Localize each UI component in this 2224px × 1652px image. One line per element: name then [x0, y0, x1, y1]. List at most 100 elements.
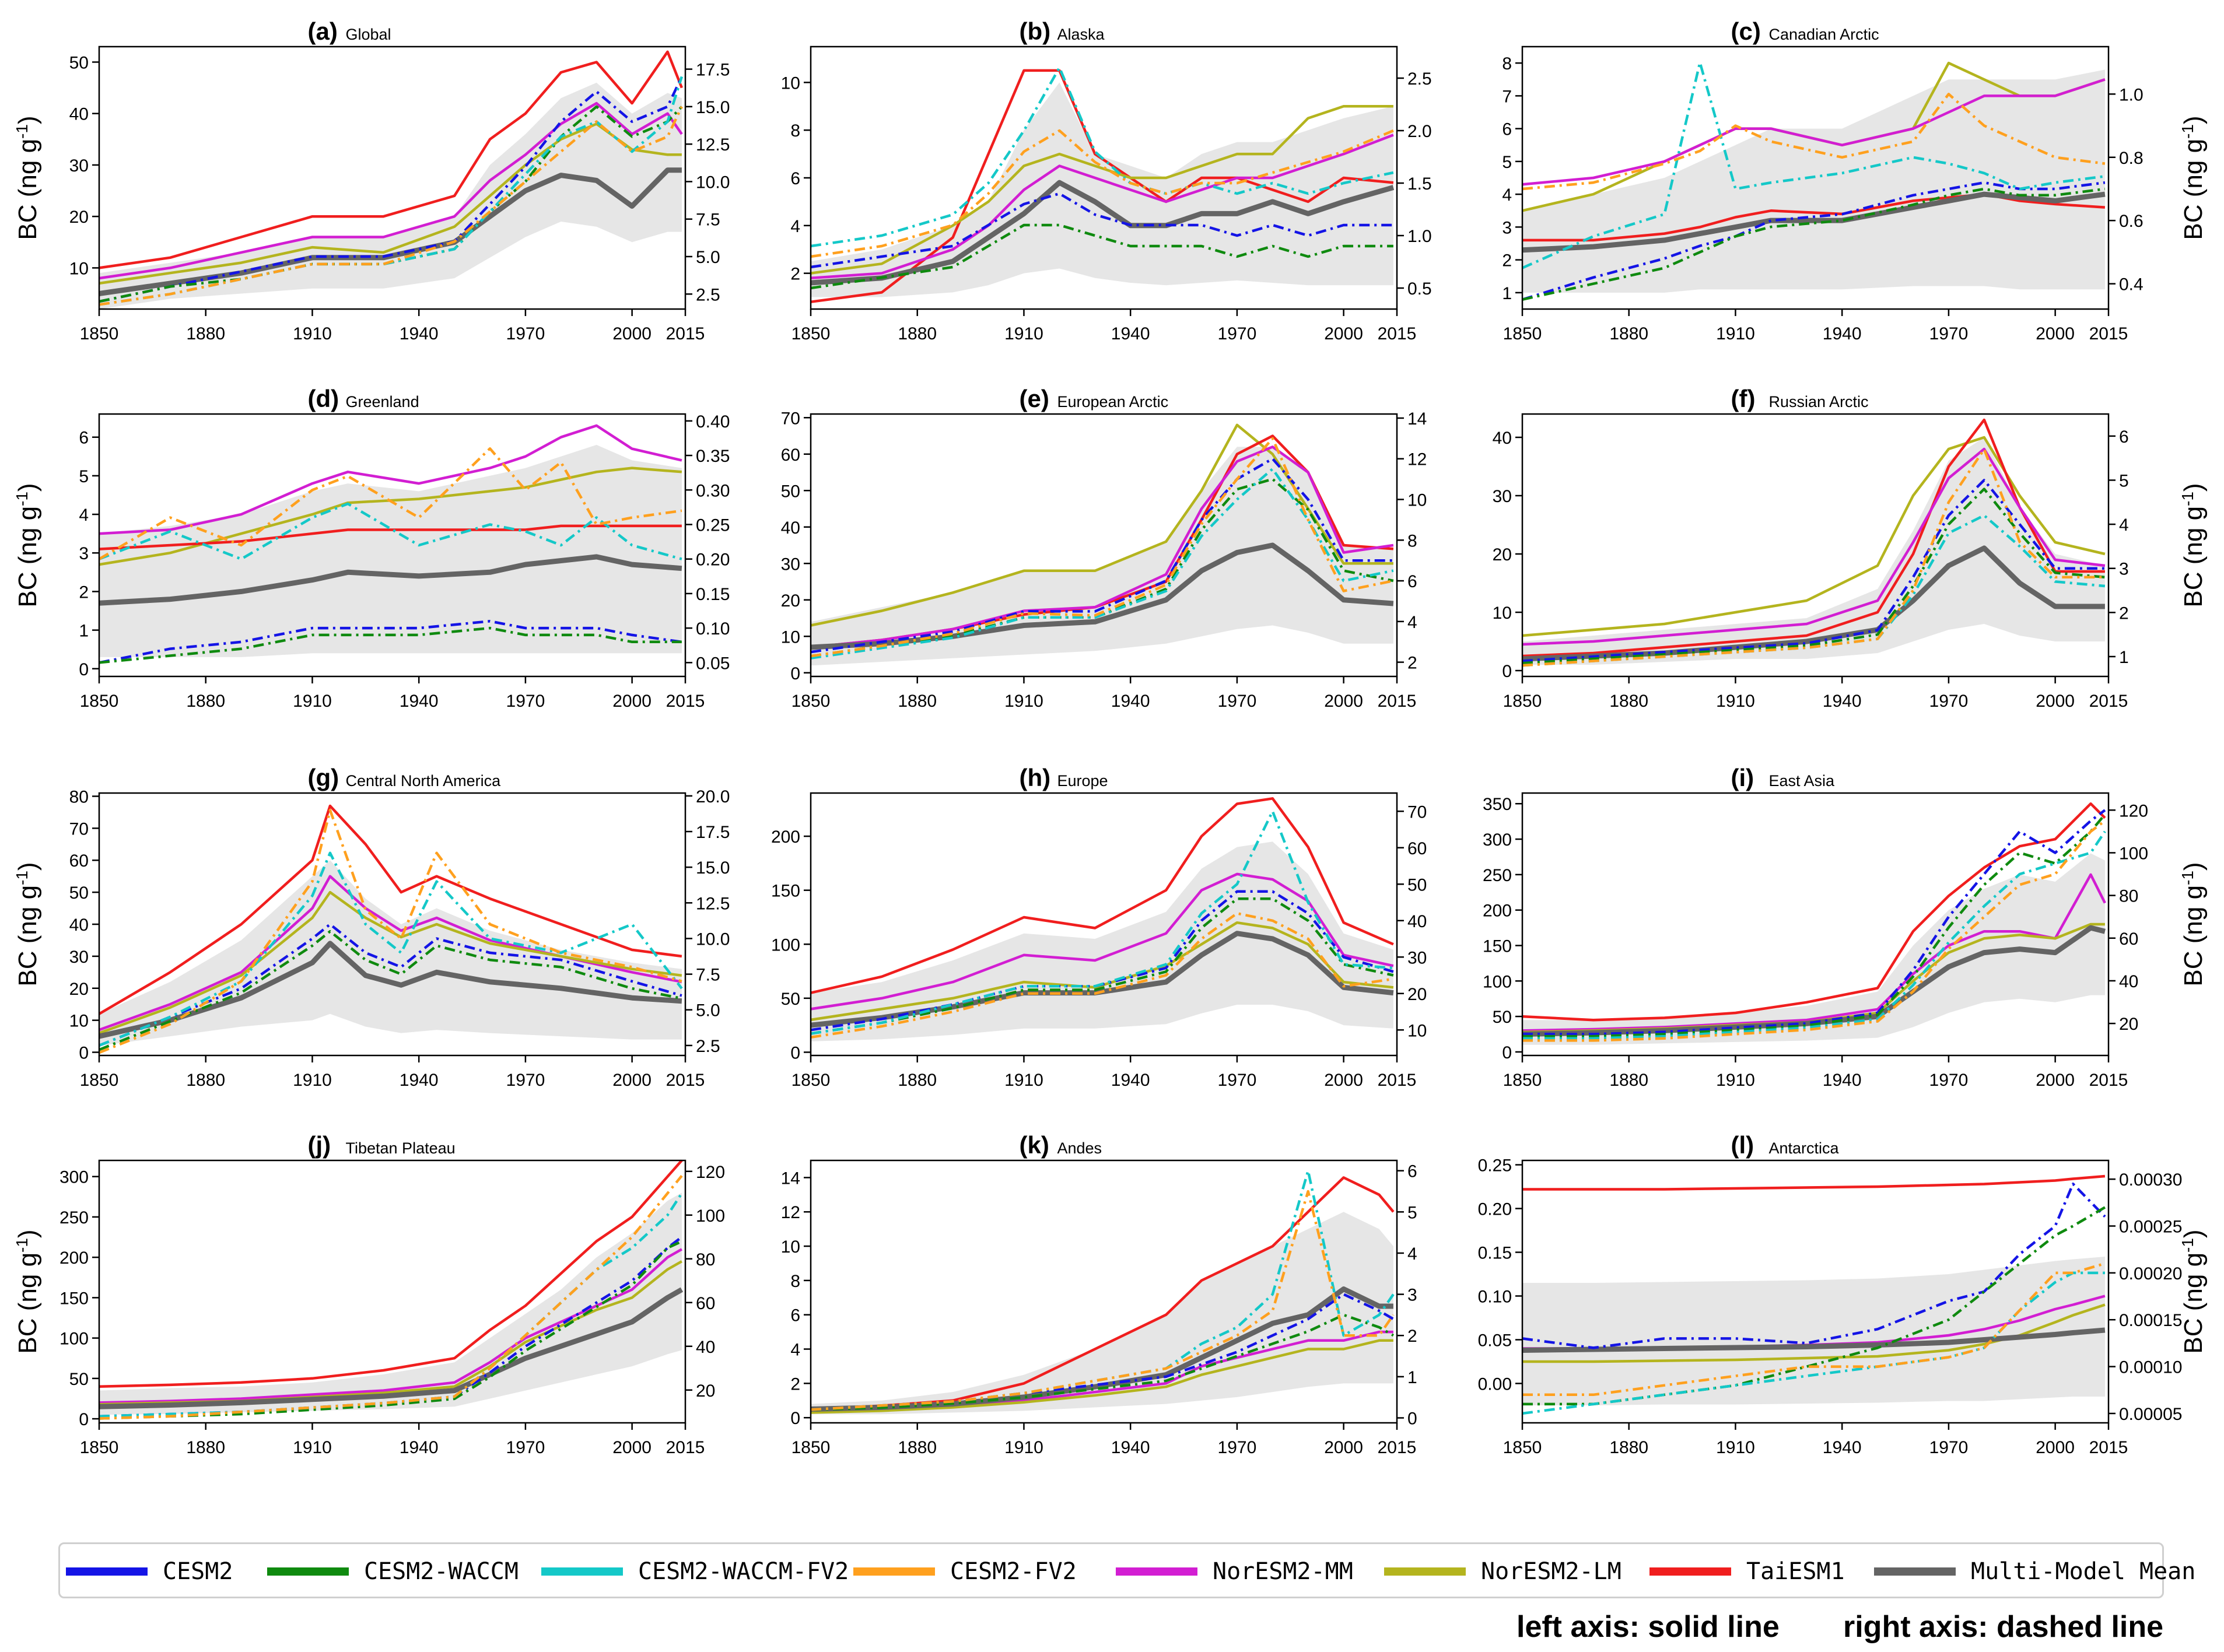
- x-tick-label: 1940: [400, 692, 439, 711]
- spread-band: [1522, 853, 2105, 1045]
- x-tick-label: 2000: [2036, 324, 2075, 343]
- x-tick-label: 1970: [1218, 692, 1257, 711]
- y-tick-label-right: 20: [696, 1381, 715, 1401]
- y-tick-label-right: 10: [1407, 1021, 1427, 1040]
- y-tick-label-left: 0: [1502, 662, 1512, 681]
- series-line-noresm2-mm: [810, 134, 1394, 280]
- y-tick-label-left: 250: [1483, 866, 1512, 885]
- series-line-multi-model mean: [99, 941, 682, 1039]
- panel-f: 1850 1880 1910 1940 1970 2000 2015 0 10 20 30 40 1 2 3…: [1493, 385, 2208, 711]
- y-tick-label-right: 12: [1407, 450, 1427, 469]
- x-tick-label: 1940: [400, 1438, 439, 1457]
- x-tick-label: 1970: [1929, 324, 1969, 343]
- plot-frame: [98, 1159, 687, 1424]
- series-line-cesm2: [810, 457, 1393, 654]
- x-tick-label: 1850: [791, 324, 831, 343]
- plot-frame: [810, 792, 1398, 1057]
- legend-label: CESM2-WACCM-FV2: [638, 1558, 849, 1585]
- x-tick-label: 1910: [1716, 1438, 1755, 1457]
- legend-label: NorESM2-LM: [1481, 1558, 1621, 1585]
- y-tick-label-left: 10: [69, 259, 89, 278]
- series-line-multi-model mean: [99, 167, 682, 296]
- x-tick-label: 1850: [80, 324, 119, 343]
- x-tick-label: 2000: [2036, 1438, 2075, 1457]
- x-tick-label: 1940: [400, 324, 439, 343]
- series-line-noresm2-mm: [810, 872, 1394, 1011]
- legend-label: CESM2: [163, 1558, 233, 1585]
- spread-band: [99, 860, 682, 1046]
- spread-band: [811, 841, 1393, 1041]
- x-tick-label: 1970: [1929, 1071, 1969, 1090]
- y-tick-label-right: 5.0: [696, 1001, 720, 1020]
- series-line-cesm2-fv2: [810, 437, 1394, 658]
- panel-a: 1850 1880 1910 1940 1970 2000 2015 10 20 30 40 50 2.…: [13, 17, 730, 343]
- y-tick-label-right: 20.0: [696, 787, 730, 806]
- y-tick-label-right: 1.0: [2119, 85, 2144, 104]
- y-tick-label-right: 120: [2119, 801, 2148, 820]
- y-tick-label-left: 200: [59, 1248, 89, 1268]
- x-tick-label: 2015: [1378, 1071, 1417, 1090]
- legend-swatch: [1116, 1567, 1197, 1576]
- y-tick-label-right: 7.5: [696, 966, 720, 985]
- legend: CESM2 CESM2-WACCM CESM2-WACCM-FV2 CESM2-…: [58, 1542, 2195, 1598]
- series-line-cesm2-fv2: [1522, 1262, 2106, 1397]
- x-tick-label: 1880: [898, 1438, 937, 1457]
- y-tick-label-left: 50: [69, 1370, 89, 1389]
- y-axis-label: BC (ng g-1): [13, 1229, 43, 1353]
- panel-title: Antarctica: [1769, 1139, 1840, 1157]
- x-tick-label: 1850: [80, 692, 119, 711]
- series-line-cesm2-waccm: [99, 930, 682, 1051]
- y-tick-label-left: 0: [790, 1043, 800, 1062]
- series-line-noresm2-lm: [810, 921, 1394, 1022]
- legend-label: CESM2-WACCM: [364, 1558, 519, 1585]
- y-tick-label-left: 100: [1483, 972, 1512, 991]
- y-tick-label-right: 0.20: [696, 550, 730, 570]
- series-line-cesm2: [1522, 809, 2106, 1036]
- y-tick-label-right: 40: [2119, 972, 2138, 991]
- y-tick-label-right: 0.15: [696, 585, 730, 604]
- series-line-cesm2: [810, 192, 1393, 269]
- y-tick-label-right: 10: [1407, 491, 1427, 510]
- y-tick-label-left: 2: [790, 1374, 800, 1394]
- panel-b: 1850 1880 1910 1940 1970 2000 2015 2 4 6 8 10 0.5 1.0…: [781, 17, 1432, 343]
- y-tick-label-right: 5: [1407, 1203, 1417, 1222]
- y-tick-label-left: 10: [781, 1237, 800, 1257]
- y-tick-label-left: 70: [781, 409, 800, 428]
- x-tick-label: 1940: [1823, 692, 1862, 711]
- x-tick-label: 2015: [666, 1438, 705, 1457]
- y-tick-label-left: 1: [1502, 284, 1512, 303]
- x-tick-label: 1880: [898, 324, 937, 343]
- y-tick-label-right: 0.00010: [2119, 1358, 2182, 1377]
- y-tick-label-right: 12.5: [696, 894, 730, 913]
- y-tick-label-left: 40: [1493, 429, 1512, 448]
- y-tick-label-right: 5: [2119, 471, 2129, 490]
- y-tick-label-left: 4: [1502, 185, 1512, 205]
- series-line-cesm2-waccm: [810, 223, 1393, 290]
- panel-title: Alaska: [1057, 26, 1105, 43]
- y-tick-label-right: 100: [696, 1206, 725, 1226]
- series-line-cesm2-fv2: [98, 447, 682, 560]
- y-tick-label-right: 40: [1407, 912, 1427, 931]
- series-line-cesm2-fv2: [99, 106, 683, 306]
- x-tick-label: 1880: [1609, 1438, 1648, 1457]
- legend-item-cesm2: CESM2: [66, 1557, 233, 1586]
- x-tick-label: 1940: [1111, 692, 1150, 711]
- y-tick-label-left: 0: [79, 1410, 89, 1429]
- y-tick-label-right: 2.5: [1407, 69, 1432, 89]
- y-tick-label-left: 200: [771, 827, 800, 847]
- y-axis-label: BC (ng g-1): [2179, 862, 2208, 986]
- series-line-noresm2-mm: [99, 1248, 683, 1404]
- y-tick-label-right: 0.00020: [2119, 1264, 2182, 1283]
- y-tick-label-left: 3: [79, 544, 89, 563]
- panel-label: (i): [1731, 764, 1754, 791]
- series-line-cesm2-waccm: [1522, 487, 2106, 665]
- series-line-taiesm1: [1522, 802, 2106, 1022]
- x-tick-label: 1910: [293, 324, 332, 343]
- x-tick-label: 1970: [1929, 1438, 1969, 1457]
- y-tick-label-left: 40: [69, 916, 89, 935]
- y-tick-label-right: 0.00005: [2119, 1405, 2182, 1424]
- y-tick-label-left: 0.00: [1478, 1375, 1512, 1394]
- spread-band: [811, 447, 1393, 666]
- x-tick-label: 2000: [1324, 692, 1363, 711]
- y-tick-label-left: 150: [771, 882, 800, 901]
